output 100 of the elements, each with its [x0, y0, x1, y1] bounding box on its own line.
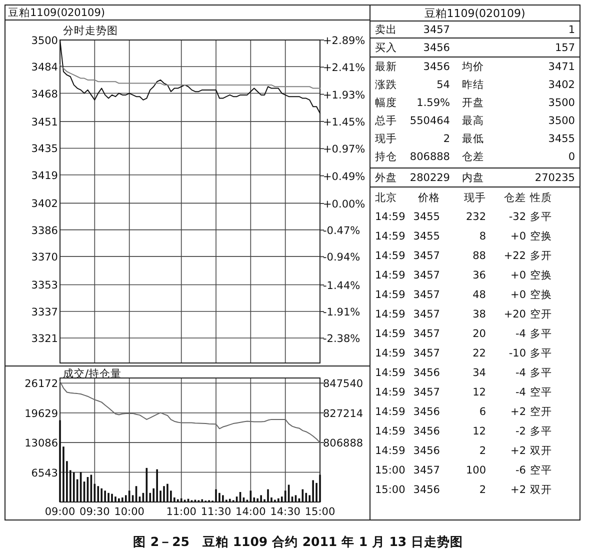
text: -10 — [508, 348, 526, 360]
text: 3456 — [413, 445, 440, 457]
y2-tick-label: +0.49% — [323, 170, 366, 183]
y-tick-label: 3468 — [31, 88, 58, 100]
chart-subtitle: 分时走势图 — [63, 24, 118, 37]
y2-tick-label: 806888 — [323, 438, 364, 450]
text: 3457 — [413, 386, 440, 398]
y2-tick-label: -1.44% — [323, 280, 360, 292]
text: 3455 — [413, 230, 440, 242]
text: 280229 — [410, 172, 450, 184]
text: 38 — [472, 308, 486, 320]
text: 3457 — [413, 250, 440, 262]
text: 空平 — [530, 386, 552, 398]
y-tick-label: 3370 — [31, 251, 58, 264]
y-tick-label: 6543 — [31, 467, 58, 480]
text: 3456 — [413, 426, 440, 438]
text: 3471 — [548, 61, 575, 73]
y2-tick-label: -0.94% — [323, 252, 360, 264]
y2-tick-label: +1.93% — [323, 89, 366, 102]
text: 3500 — [548, 97, 575, 109]
y2-tick-label: 847540 — [323, 378, 364, 390]
text: 多平 — [530, 426, 552, 438]
text: 内盘 — [462, 171, 484, 184]
text: 仓差 — [462, 151, 484, 163]
y2-tick-label: -2.38% — [323, 333, 360, 346]
text: 14:59 — [375, 230, 406, 242]
text: 持仓 — [375, 151, 397, 163]
text: 1 — [568, 24, 575, 36]
text: -32 — [508, 211, 526, 223]
y-tick-label: 3451 — [31, 116, 58, 129]
text: 价格 — [417, 192, 440, 204]
text: 双开 — [530, 484, 552, 496]
text: 卖出 — [375, 23, 397, 36]
y-tick-label: 26172 — [24, 378, 58, 390]
text: 空换 — [530, 288, 552, 301]
text: -2 — [516, 426, 526, 438]
text: 100 — [466, 464, 486, 476]
y2-tick-label: -1.91% — [323, 306, 360, 319]
y-tick-label: 19629 — [24, 408, 58, 420]
text: 多平 — [530, 211, 552, 223]
text: 空开 — [530, 405, 552, 418]
text: 14:59 — [375, 386, 406, 398]
text: 3500 — [548, 115, 575, 127]
text: 最低 — [462, 133, 484, 145]
text: 3457 — [413, 270, 440, 282]
text: 14:59 — [375, 289, 406, 301]
text: 14:59 — [375, 406, 406, 418]
text: -4 — [516, 386, 526, 398]
text: 3457 — [413, 328, 440, 340]
text: 3457 — [413, 308, 440, 320]
text: 2 — [479, 445, 486, 457]
y2-tick-label: +0.97% — [323, 144, 366, 156]
text: +0 — [510, 289, 526, 301]
x-tick-label: 11:00 — [166, 506, 196, 518]
x-tick-label: 09:30 — [80, 506, 110, 518]
text: 270235 — [534, 172, 575, 184]
text: 0 — [568, 151, 575, 163]
text: 14:59 — [375, 348, 406, 360]
text: -4 — [516, 328, 526, 340]
text: 3457 — [413, 289, 440, 301]
line-series — [60, 380, 320, 444]
x-tick-label: 09:00 — [44, 506, 76, 518]
text: 3455 — [413, 211, 440, 223]
text: 多平 — [530, 367, 552, 379]
x-tick-label: 11:30 — [200, 506, 232, 518]
text: +2 — [510, 406, 526, 418]
text: 806888 — [410, 151, 450, 163]
text: 15:00 — [375, 464, 406, 476]
x-tick-label: 14:30 — [270, 506, 300, 518]
text: 最新 — [375, 60, 397, 73]
text: 2 — [443, 133, 450, 145]
y-tick-label: 3484 — [31, 62, 58, 74]
text: 54 — [436, 79, 450, 91]
text: 3457 — [413, 348, 440, 360]
x-tick-label: 10:00 — [114, 506, 144, 518]
text: 仓差 — [504, 192, 526, 204]
text: +0 — [510, 230, 526, 242]
text: 3456 — [413, 367, 440, 379]
text: 20 — [472, 328, 486, 340]
text: 88 — [472, 250, 486, 262]
text: -6 — [516, 464, 526, 476]
y-tick-label: 3353 — [31, 280, 58, 292]
text: 36 — [472, 270, 486, 282]
text: 空开 — [530, 308, 552, 320]
chart-title: 豆粕1109(020109) — [8, 7, 105, 19]
y-tick-label: 3500 — [31, 35, 58, 47]
text: 14:59 — [375, 250, 406, 262]
text: 总手 — [374, 114, 397, 127]
y2-tick-label: +2.89% — [323, 35, 366, 47]
text: 14:59 — [375, 328, 406, 340]
text: 14:59 — [375, 426, 406, 438]
text: 外盘 — [375, 172, 397, 184]
text: 15:00 — [375, 484, 406, 496]
text: 14:59 — [375, 367, 406, 379]
text: 14:59 — [375, 445, 406, 457]
text: 1.59% — [416, 97, 450, 109]
text: 14:59 — [375, 270, 406, 282]
text: 3456 — [413, 484, 440, 496]
y2-tick-label: -0.47% — [323, 225, 360, 238]
text: 232 — [466, 211, 486, 223]
